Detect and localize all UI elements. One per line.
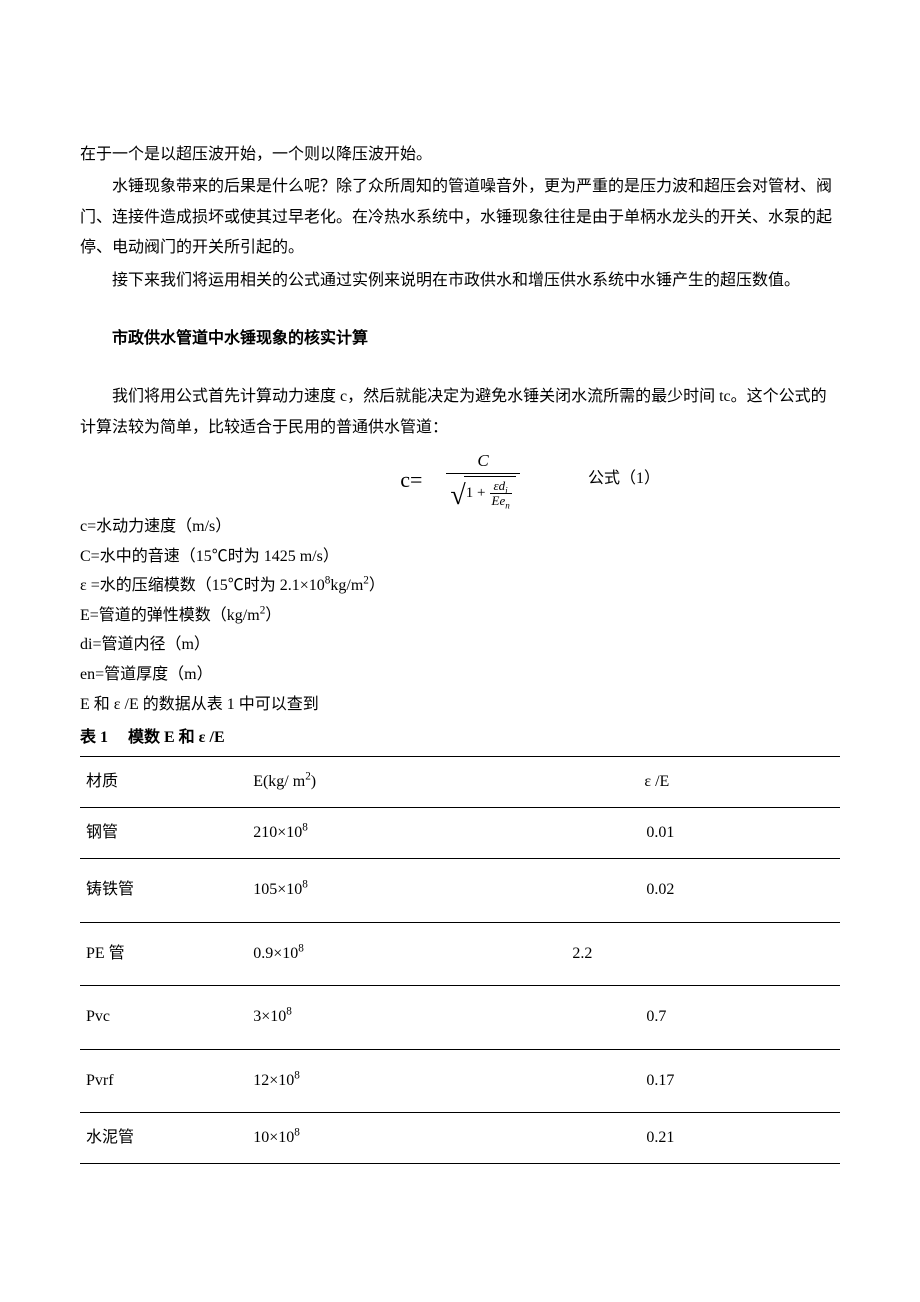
- sqrt-sign: √: [450, 482, 465, 510]
- definition-line: di=管道内径（m）: [80, 630, 840, 660]
- cell-e-value: 3×108: [247, 986, 566, 1049]
- body-paragraph: 水锤现象带来的后果是什么呢？除了众所周知的管道噪音外，更为严重的是压力波和超压会…: [80, 172, 840, 263]
- sqrt-body: 1 + εdi Een: [464, 476, 516, 509]
- cell-ratio: 2.2: [566, 922, 840, 985]
- inner-frac-num: εdi: [492, 479, 510, 493]
- definition-line: ε =水的压缩模数（15℃时为 2.1×108kg/m2）: [80, 571, 840, 601]
- table-row: 钢管210×1080.01: [80, 808, 840, 859]
- table-row: 水泥管10×1080.21: [80, 1113, 840, 1164]
- table-header-ratio: ε /E: [566, 756, 840, 807]
- body-paragraph: 在于一个是以超压波开始，一个则以降压波开始。: [80, 140, 840, 170]
- inner-frac-den: Een: [490, 493, 512, 508]
- cell-ratio: 0.17: [566, 1049, 840, 1112]
- table-header-row: 材质 E(kg/ m2) ε /E: [80, 756, 840, 807]
- modulus-table: 材质 E(kg/ m2) ε /E 钢管210×1080.01铸铁管105×10…: [80, 756, 840, 1165]
- table-caption: 表 1 模数 E 和 ε /E: [80, 723, 840, 753]
- cell-e-value: 210×108: [247, 808, 566, 859]
- sqrt-plus: +: [477, 485, 485, 501]
- table-row: Pvrf12×1080.17: [80, 1049, 840, 1112]
- table-row: 铸铁管105×1080.02: [80, 859, 840, 922]
- cell-ratio: 0.01: [566, 808, 840, 859]
- cell-material: 铸铁管: [80, 859, 247, 922]
- fraction-numerator: C: [471, 451, 494, 472]
- definition-line: c=水动力速度（m/s）: [80, 512, 840, 542]
- cell-ratio: 0.02: [566, 859, 840, 922]
- formula-label: 公式（1）: [588, 464, 660, 494]
- cell-ratio: 0.21: [566, 1113, 840, 1164]
- formula-block: c= C √ 1 + εdi Een 公式（1）: [80, 451, 840, 508]
- definition-line: en=管道厚度（m）: [80, 660, 840, 690]
- cell-e-value: 0.9×108: [247, 922, 566, 985]
- table-row: PE 管0.9×1082.2: [80, 922, 840, 985]
- section-heading: 市政供水管道中水锤现象的核实计算: [80, 324, 840, 354]
- cell-material: Pvrf: [80, 1049, 247, 1112]
- formula-fraction: C √ 1 + εdi Een: [446, 451, 519, 508]
- table-header-material: 材质: [80, 756, 247, 807]
- cell-material: Pvc: [80, 986, 247, 1049]
- formula-lhs: c=: [400, 459, 422, 501]
- fraction-denominator: √ 1 + εdi Een: [446, 473, 519, 509]
- definitions-list: c=水动力速度（m/s） C=水中的音速（15℃时为 1425 m/s） ε =…: [80, 512, 840, 719]
- cell-e-value: 105×108: [247, 859, 566, 922]
- sqrt-wrapper: √ 1 + εdi Een: [450, 476, 515, 509]
- cell-ratio: 0.7: [566, 986, 840, 1049]
- cell-material: PE 管: [80, 922, 247, 985]
- table-header-e: E(kg/ m2): [247, 756, 566, 807]
- inner-fraction: εdi Een: [490, 479, 512, 509]
- body-paragraph: 接下来我们将运用相关的公式通过实例来说明在市政供水和增压供水系统中水锤产生的超压…: [80, 266, 840, 296]
- cell-e-value: 12×108: [247, 1049, 566, 1112]
- definition-line: E=管道的弹性模数（kg/m2）: [80, 601, 840, 631]
- table-row: Pvc3×1080.7: [80, 986, 840, 1049]
- sqrt-one: 1: [466, 485, 474, 501]
- cell-material: 钢管: [80, 808, 247, 859]
- cell-material: 水泥管: [80, 1113, 247, 1164]
- cell-e-value: 10×108: [247, 1113, 566, 1164]
- body-paragraph: 我们将用公式首先计算动力速度 c，然后就能决定为避免水锤关闭水流所需的最少时间 …: [80, 382, 840, 443]
- definition-line: C=水中的音速（15℃时为 1425 m/s）: [80, 542, 840, 572]
- definition-line: E 和 ε /E 的数据从表 1 中可以查到: [80, 690, 840, 720]
